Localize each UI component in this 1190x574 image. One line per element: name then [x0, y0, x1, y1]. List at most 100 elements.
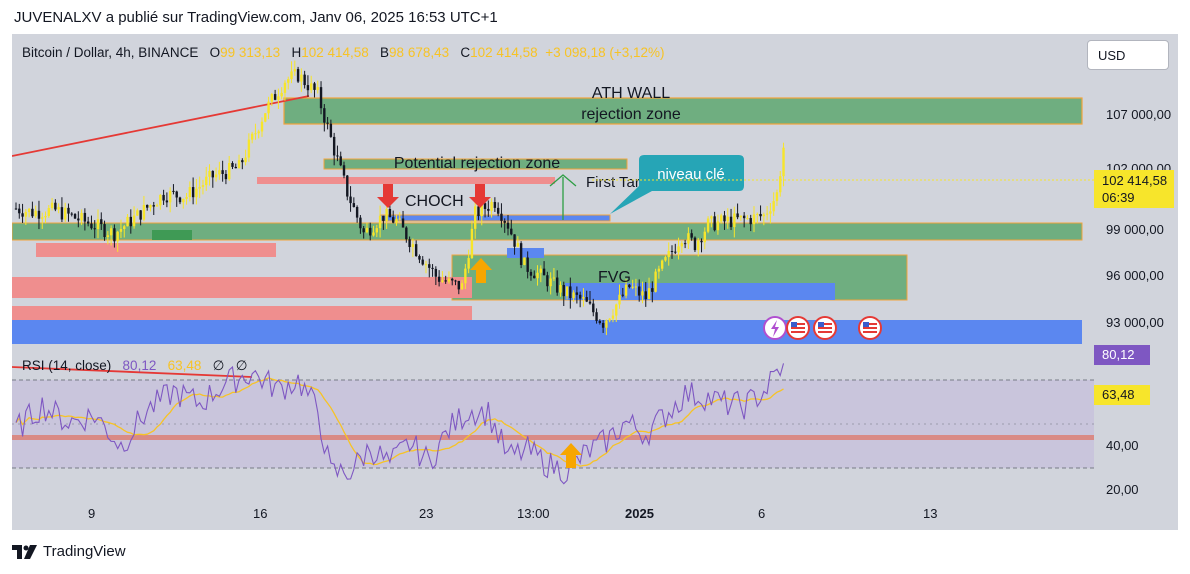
- us-flag-event-icon[interactable]: [813, 316, 837, 340]
- high-value: 102 414,58: [301, 45, 369, 60]
- rsi-value: 80,12: [122, 358, 157, 373]
- candle-down: [313, 83, 316, 90]
- candle-up: [618, 294, 621, 305]
- low-value: 98 678,43: [389, 45, 450, 60]
- candle-up: [316, 87, 319, 90]
- candle-up: [447, 278, 451, 282]
- time-axis-label: 16: [253, 506, 268, 521]
- candle-down: [67, 207, 70, 214]
- candle-down: [510, 228, 513, 235]
- us-flag-event-icon[interactable]: [858, 316, 882, 340]
- candle-up: [44, 215, 47, 218]
- candle-up: [182, 198, 185, 203]
- candle-up: [746, 218, 749, 220]
- candle-up: [290, 71, 293, 80]
- up-arrow-icon: [470, 258, 492, 283]
- rsi-extra-2: ∅: [235, 358, 248, 373]
- candle-up: [260, 121, 264, 132]
- candle-up: [247, 139, 251, 158]
- key-level-zone: [12, 222, 1083, 241]
- candle-down: [388, 209, 392, 218]
- candle-down: [37, 210, 41, 219]
- price-axis-label: 99 000,00: [1106, 222, 1164, 237]
- small-blue-zone: [507, 248, 544, 258]
- current-price-tag: 102 414,58 06:39: [1094, 170, 1174, 208]
- candle-down: [556, 277, 559, 293]
- candle-down: [693, 237, 697, 251]
- candle-up: [168, 190, 172, 203]
- candle-up: [149, 205, 152, 208]
- candle-up: [657, 268, 661, 272]
- us-flag-event-icon[interactable]: [786, 316, 810, 340]
- candle-up: [119, 229, 123, 232]
- candle-down: [60, 207, 64, 220]
- candle-down: [336, 155, 339, 157]
- candle-down: [221, 170, 224, 174]
- candle-up: [733, 213, 736, 228]
- candle-down: [585, 297, 588, 302]
- candle-down: [562, 285, 565, 297]
- candle-down: [392, 217, 395, 223]
- candle-up: [205, 176, 208, 186]
- candle-up: [57, 207, 60, 210]
- candle-up: [739, 215, 743, 218]
- lightning-event-icon[interactable]: [763, 316, 787, 340]
- time-axis-label: 9: [88, 506, 96, 521]
- candle-down: [444, 280, 447, 282]
- candle-down: [93, 228, 96, 230]
- candle-up: [680, 243, 684, 247]
- candle-down: [405, 227, 408, 240]
- candle-down: [90, 223, 93, 229]
- tradingview-logo[interactable]: TradingView: [12, 543, 126, 560]
- candle-down: [352, 203, 356, 207]
- candle-up: [411, 244, 415, 248]
- candle-up: [549, 278, 552, 287]
- choch-label: CHOCH: [405, 193, 464, 210]
- candle-up: [47, 208, 50, 216]
- candle-down: [690, 233, 693, 238]
- niveau-cle-label: niveau clé: [657, 166, 725, 183]
- currency-selector[interactable]: USD: [1087, 40, 1169, 70]
- candle-up: [214, 174, 218, 178]
- candle-up: [634, 286, 638, 288]
- time-axis-label: 2025: [625, 506, 654, 521]
- candle-up: [765, 213, 769, 215]
- candle-down: [598, 320, 602, 323]
- candle-up: [116, 231, 119, 242]
- candle-down: [542, 268, 546, 276]
- time-axis-label: 6: [758, 506, 766, 521]
- candle-up: [188, 187, 192, 197]
- candle-down: [152, 205, 155, 207]
- candle-down: [211, 171, 214, 178]
- rsi-line: [15, 363, 785, 485]
- candle-down: [31, 208, 34, 217]
- candle-up: [608, 318, 611, 321]
- candle-down: [723, 215, 726, 222]
- candle-down: [54, 202, 57, 210]
- time-axis-label: 23: [419, 506, 434, 521]
- candle-up: [254, 133, 257, 135]
- candle-up: [572, 292, 575, 299]
- chart-plot-area[interactable]: ATH WALL rejection zone Potential reject…: [12, 34, 1094, 504]
- high-label: H: [291, 45, 302, 60]
- candle-up: [516, 243, 520, 247]
- candle-up: [756, 213, 759, 215]
- trendline-rsi: [12, 366, 253, 378]
- rsi-value-tag: 80,12: [1094, 345, 1150, 365]
- candle-up: [201, 185, 205, 187]
- symbol-legend: Bitcoin / Dollar, 4h, BINANCE O99 313,13…: [22, 45, 665, 60]
- candle-down: [319, 87, 323, 109]
- candle-down: [713, 216, 716, 231]
- candle-up: [464, 268, 467, 284]
- candle-up: [467, 258, 470, 269]
- candle-down: [273, 94, 277, 100]
- candle-up: [195, 188, 198, 198]
- candle-down: [578, 294, 582, 299]
- candle-up: [752, 214, 756, 225]
- candle-down: [503, 220, 506, 223]
- candle-up: [641, 291, 644, 296]
- candle-up: [257, 131, 260, 134]
- candle-up: [109, 228, 113, 236]
- candle-up: [385, 209, 388, 221]
- candle-down: [506, 222, 510, 229]
